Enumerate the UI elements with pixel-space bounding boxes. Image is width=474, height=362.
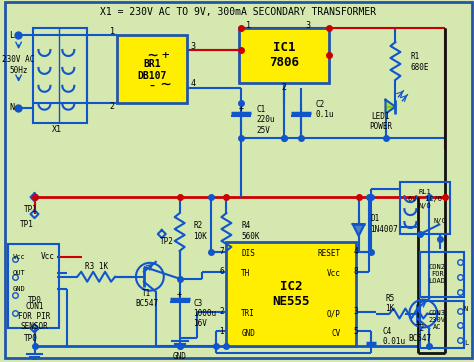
Text: ~: ~ (147, 47, 157, 65)
FancyBboxPatch shape (117, 35, 187, 103)
Text: T2
BC547: T2 BC547 (409, 324, 432, 343)
Text: 2: 2 (219, 307, 224, 316)
Text: N: N (464, 306, 468, 312)
Text: 4: 4 (353, 247, 358, 256)
Text: 1: 1 (109, 27, 115, 35)
Text: TRI: TRI (241, 309, 255, 318)
Text: 4: 4 (190, 79, 195, 88)
Text: 1: 1 (246, 21, 251, 30)
Text: N: N (9, 103, 15, 112)
Text: TH: TH (241, 269, 251, 278)
Text: TP0: TP0 (24, 334, 37, 343)
Text: +: + (239, 104, 244, 113)
Text: LED1
POWER: LED1 POWER (369, 112, 392, 131)
Text: +: + (161, 50, 169, 63)
Text: 6: 6 (219, 267, 224, 276)
Text: Vcc: Vcc (327, 269, 341, 278)
Text: N/C: N/C (434, 218, 447, 224)
Text: X1: X1 (52, 125, 63, 134)
Text: GND: GND (173, 352, 187, 361)
Text: TP0: TP0 (27, 296, 41, 305)
Text: O/P: O/P (327, 309, 341, 318)
Text: 3: 3 (305, 21, 310, 30)
Text: CON1
FOR PIR
SENSOR: CON1 FOR PIR SENSOR (18, 302, 51, 332)
Text: +: + (177, 290, 182, 299)
Text: CON2
FOR
LOAD: CON2 FOR LOAD (428, 264, 446, 284)
Text: R5
1K: R5 1K (385, 294, 395, 313)
Text: 2: 2 (282, 83, 287, 92)
Text: -: - (147, 77, 156, 92)
Text: D1
1N4007: D1 1N4007 (371, 214, 398, 234)
Text: 2: 2 (109, 102, 115, 111)
Text: R1
680E: R1 680E (410, 52, 429, 72)
Text: CON3
230V
AC: CON3 230V AC (428, 311, 446, 331)
Text: 7: 7 (219, 247, 224, 256)
Text: TP1: TP1 (24, 205, 37, 214)
Text: CV: CV (331, 329, 341, 338)
Text: L: L (9, 31, 15, 39)
Text: 3: 3 (190, 42, 195, 51)
Text: T1
BC547: T1 BC547 (135, 289, 158, 308)
Text: 3: 3 (353, 307, 358, 316)
Text: RL1
6V, 1C/O
N/O: RL1 6V, 1C/O N/O (408, 189, 442, 209)
Text: ~: ~ (160, 76, 170, 94)
Text: GND: GND (241, 329, 255, 338)
Polygon shape (353, 224, 365, 236)
FancyBboxPatch shape (239, 28, 329, 83)
FancyBboxPatch shape (227, 242, 356, 346)
Text: 230V AC
50Hz: 230V AC 50Hz (2, 55, 35, 75)
Text: R4
560K: R4 560K (241, 221, 260, 241)
Text: C4
0.01u: C4 0.01u (383, 327, 406, 346)
Text: X1 = 230V AC TO 9V, 300mA SECONDARY TRANSFORMER: X1 = 230V AC TO 9V, 300mA SECONDARY TRAN… (100, 7, 376, 17)
Text: Vcc: Vcc (13, 254, 26, 260)
Text: IC1
7806: IC1 7806 (269, 41, 299, 69)
Polygon shape (385, 100, 395, 114)
Text: C3
1000u
16V: C3 1000u 16V (193, 299, 217, 328)
Text: BR1
DB107: BR1 DB107 (137, 59, 166, 81)
Text: C1
220u
25V: C1 220u 25V (256, 105, 275, 135)
Text: R3 1K: R3 1K (84, 262, 108, 271)
Text: C2
0.1u: C2 0.1u (316, 100, 334, 119)
Text: RESET: RESET (318, 249, 341, 258)
Text: 8: 8 (353, 267, 358, 276)
Text: GND: GND (13, 286, 26, 292)
Text: OUT: OUT (13, 270, 26, 276)
Text: L: L (464, 340, 468, 346)
Text: 1: 1 (219, 327, 224, 336)
Text: IC2
NE555: IC2 NE555 (272, 279, 310, 308)
Text: DIS: DIS (241, 249, 255, 258)
Text: 5: 5 (353, 327, 358, 336)
Text: TP1: TP1 (19, 219, 34, 228)
Text: R2
10K: R2 10K (193, 221, 208, 241)
Text: TP2: TP2 (160, 237, 173, 247)
Text: Vcc: Vcc (40, 252, 55, 261)
